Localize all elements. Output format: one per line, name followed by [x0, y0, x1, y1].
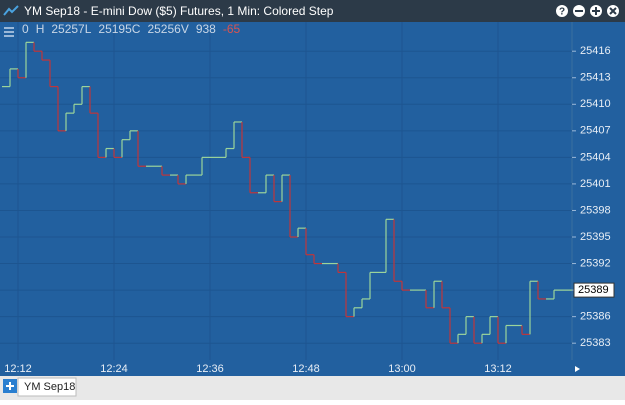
ohlc-field: 0: [22, 22, 29, 36]
x-tick-label: 13:12: [484, 363, 512, 375]
ohlc-field: 25256V: [147, 22, 188, 36]
add-icon: [6, 382, 14, 390]
ohlc-field: -65: [223, 22, 241, 36]
x-tick-label: 13:00: [388, 363, 416, 375]
y-tick-label: 25404: [580, 151, 611, 163]
tab[interactable]: [17, 377, 77, 397]
maximize-icon: [592, 7, 600, 15]
x-axis-area: [0, 360, 625, 376]
series: 25389: [2, 41, 615, 344]
y-tick-label: 25407: [580, 125, 611, 137]
ohlc-header: 0 H 25257L 25195C 25256V 938 -65: [22, 22, 241, 36]
y-tick-label: 25413: [580, 72, 611, 84]
y-tick-label: 25398: [580, 204, 611, 216]
y-tick-label: 25401: [580, 178, 611, 190]
window-buttons: ?: [556, 5, 619, 18]
x-tick-label: 12:48: [292, 363, 320, 375]
chart-title: YM Sep18 - E-mini Dow ($5) Futures, 1 Mi…: [24, 4, 334, 18]
last-price-label: 25389: [578, 284, 609, 296]
x-tick-label: 12:12: [4, 363, 32, 375]
help-button[interactable]: [556, 5, 568, 17]
y-tick-label: 25416: [580, 45, 611, 57]
y-tick-label: 25383: [580, 337, 611, 349]
y-tick-label: 25410: [580, 98, 611, 110]
plot-background: [0, 22, 625, 360]
scroll-right[interactable]: [575, 366, 580, 372]
y-tick-label: 25395: [580, 231, 611, 243]
menu-icon[interactable]: [4, 27, 14, 37]
y-tick-label: 25392: [580, 257, 611, 269]
title-bar: [0, 0, 625, 22]
app-icon: [3, 5, 19, 16]
ohlc-field: 938: [196, 22, 216, 36]
last-price-box: [573, 282, 615, 298]
close-icon: [609, 7, 617, 15]
tab-label: YM Sep18: [24, 381, 75, 393]
x-tick-label: 12:24: [100, 363, 128, 375]
ohlc-field: H: [36, 22, 45, 36]
help-icon: ?: [559, 7, 565, 18]
tab-bar: [0, 376, 625, 400]
y-tick-label: 25386: [580, 311, 611, 323]
ohlc-field: 25195C: [98, 22, 140, 36]
x-tick-label: 12:36: [196, 363, 224, 375]
ohlc-field: 25257L: [51, 22, 91, 36]
